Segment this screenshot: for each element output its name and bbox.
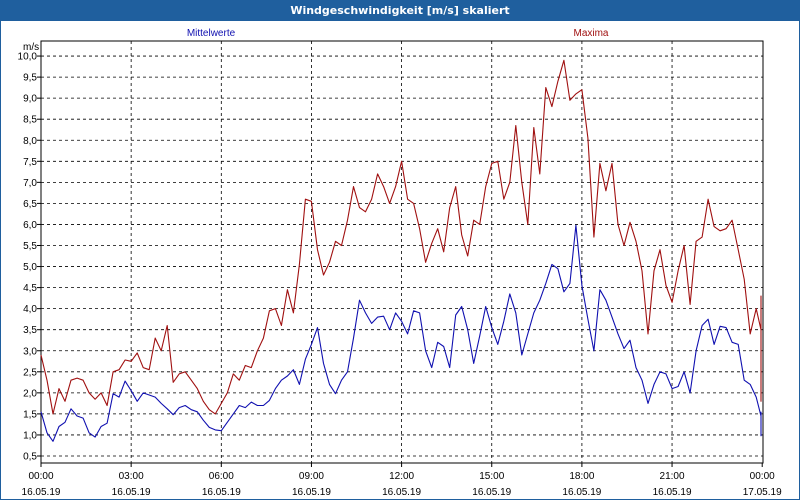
y-tick-label: 8,5 — [23, 115, 37, 126]
y-unit-label: m/s — [23, 42, 39, 53]
x-tick-time: 06:00 — [209, 471, 234, 482]
y-tick-label: 1,5 — [23, 409, 37, 420]
series-line-mittelwerte — [40, 224, 762, 442]
y-tick-label: 9,5 — [23, 73, 37, 84]
y-tick-label: 6,0 — [23, 220, 37, 231]
y-tick-label: 2,5 — [23, 367, 37, 378]
x-tick-date: 16.05.19 — [472, 487, 511, 498]
y-tick-label: 7,0 — [23, 178, 37, 189]
y-tick-label: 7,5 — [23, 157, 37, 168]
x-tick-time: 03:00 — [119, 471, 144, 482]
y-tick-label: 5,5 — [23, 241, 37, 252]
x-tick-date: 16.05.19 — [653, 487, 692, 498]
y-tick-label: 2,0 — [23, 388, 37, 399]
y-tick-label: 9,0 — [23, 94, 37, 105]
window-title: Windgeschwindigkeit [m/s] skaliert — [1, 1, 799, 21]
y-tick-label: 8,0 — [23, 136, 37, 147]
series-line-maxima — [40, 59, 762, 415]
x-tick-time: 00:00 — [750, 471, 775, 482]
y-tick-label: 1,0 — [23, 430, 37, 441]
legend-mittelwerte: Mittelwerte — [187, 28, 236, 39]
x-tick-time: 09:00 — [299, 471, 324, 482]
y-axis-ticks: 0,5 1,0 1,5 2,0 2,5 3,0 3,5 4,0 4,5 5,0 5,5 6,0 6,5 7… — [18, 52, 41, 463]
x-tick-date: 17.05.19 — [743, 487, 782, 498]
x-tick-date: 16.05.19 — [22, 487, 61, 498]
x-tick-time: 15:00 — [479, 471, 504, 482]
wind-speed-chart: 0,5 1,0 1,5 2,0 2,5 3,0 3,5 4,0 4,5 5,0 5,5 6,0 6,5 7… — [18, 28, 783, 498]
y-tick-label: 3,5 — [23, 325, 37, 336]
x-axis-ticks: 00:00 16.05.19 03:00 16.05.19 06:00 16.05.19 0… — [22, 463, 782, 498]
y-tick-label: 4,5 — [23, 283, 37, 294]
legend-maxima: Maxima — [573, 28, 608, 39]
x-tick-date: 16.05.19 — [562, 487, 601, 498]
x-tick-time: 12:00 — [389, 471, 414, 482]
y-tick-label: 6,5 — [23, 199, 37, 210]
x-tick-time: 18:00 — [569, 471, 594, 482]
grid-lines — [41, 41, 763, 463]
x-tick-date: 16.05.19 — [292, 487, 331, 498]
y-tick-label: 5,0 — [23, 262, 37, 273]
y-tick-label: 3,0 — [23, 346, 37, 357]
series-lines — [40, 59, 762, 442]
x-tick-time: 21:00 — [660, 471, 685, 482]
x-tick-date: 16.05.19 — [202, 487, 241, 498]
x-tick-date: 16.05.19 — [382, 487, 421, 498]
y-tick-label: 0,5 — [23, 452, 37, 463]
y-tick-label: 4,0 — [23, 304, 37, 315]
x-tick-time: 00:00 — [28, 471, 53, 482]
x-tick-date: 16.05.19 — [112, 487, 151, 498]
y-tick-label: 10,0 — [18, 52, 38, 63]
